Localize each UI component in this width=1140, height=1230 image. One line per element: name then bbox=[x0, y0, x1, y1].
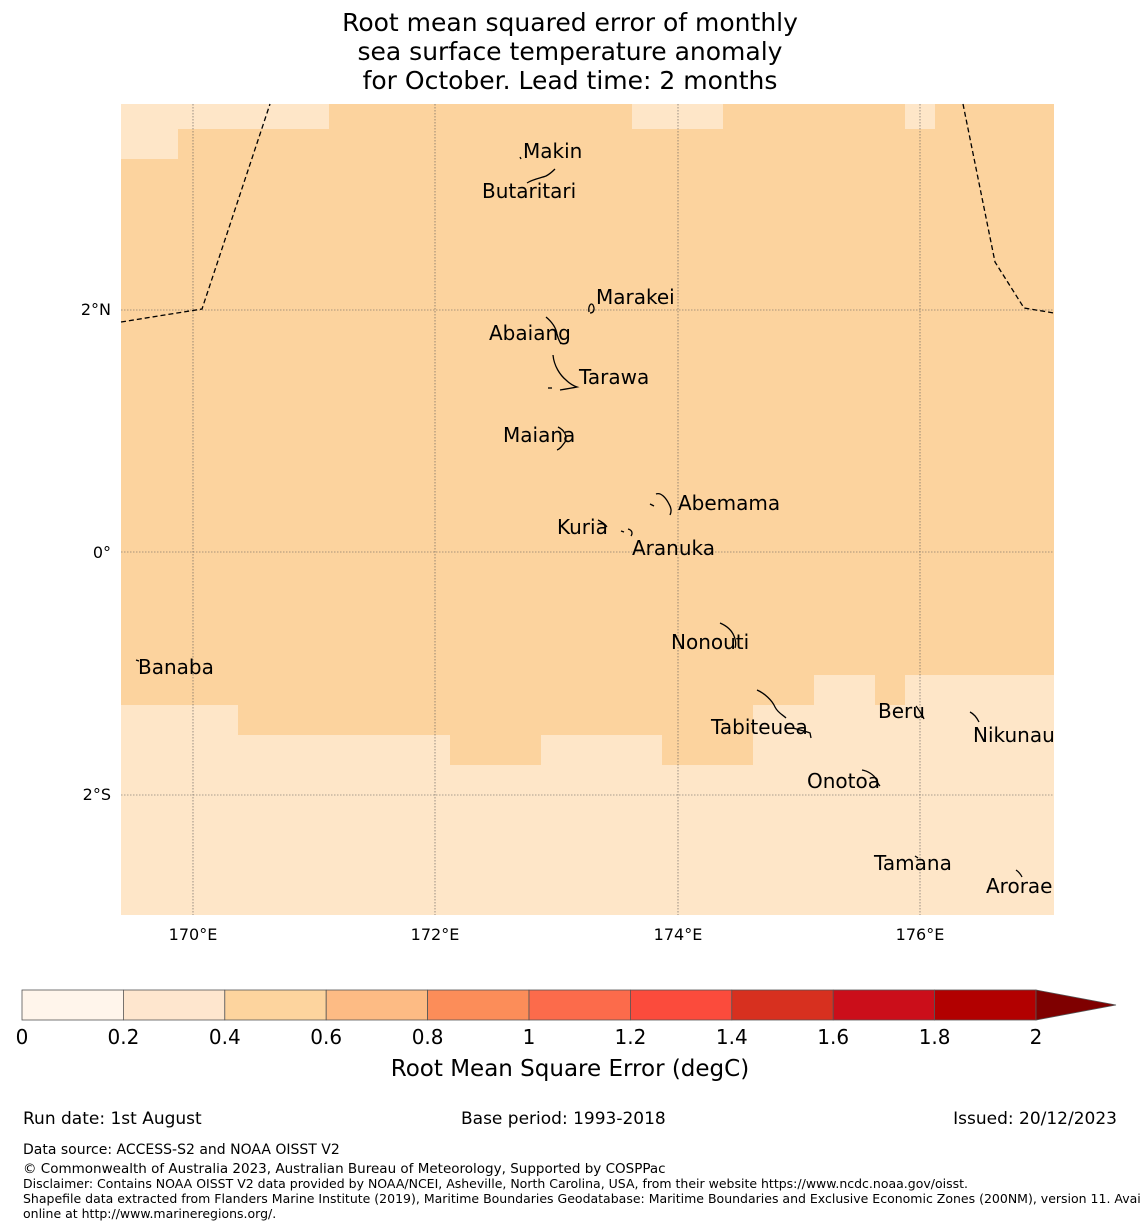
copyright-notice: © Commonwealth of Australia 2023, Austra… bbox=[23, 1161, 666, 1177]
title-line-1: Root mean squared error of monthly bbox=[342, 8, 798, 37]
latitude-labels: 2°N 0° 2°S bbox=[81, 300, 111, 804]
colorbar-segment bbox=[731, 989, 834, 1021]
colorbar-tick-label: 1.2 bbox=[614, 1025, 646, 1049]
graticule bbox=[121, 104, 1054, 915]
map-title: Root mean squared error of monthly sea s… bbox=[0, 8, 1140, 95]
island-label-aranuka: Aranuka bbox=[632, 536, 715, 560]
island-label-tamana: Tamana bbox=[873, 851, 952, 875]
lon-label-170e: 170°E bbox=[169, 925, 218, 944]
colorbar-tick-label: 0.8 bbox=[412, 1025, 444, 1049]
lat-label-2s: 2°S bbox=[83, 785, 111, 804]
title-line-3: for October. Lead time: 2 months bbox=[362, 66, 778, 95]
island-label-abemama: Abemama bbox=[678, 491, 780, 515]
island-label-arorae: Arorae bbox=[986, 874, 1052, 898]
island-label-butaritari: Butaritari bbox=[482, 179, 576, 203]
colorbar-segment bbox=[325, 989, 429, 1021]
colorbar-tick-labels: 0 0.2 0.4 0.6 0.8 1 1.2 1.4 1.6 1.8 2 bbox=[16, 1025, 1043, 1049]
run-date: Run date: 1st August bbox=[23, 1109, 202, 1129]
base-period: Base period: 1993-2018 bbox=[461, 1109, 666, 1129]
island-label-abaiang: Abaiang bbox=[489, 321, 571, 345]
issued-date: Issued: 20/12/2023 bbox=[953, 1109, 1117, 1129]
island-label-onotoa: Onotoa bbox=[807, 769, 880, 793]
colorbar-segment bbox=[528, 989, 631, 1021]
data-source: Data source: ACCESS-S2 and NOAA OISST V2 bbox=[23, 1142, 340, 1158]
lon-label-174e: 174°E bbox=[654, 925, 703, 944]
island-label-beru: Beru bbox=[878, 699, 925, 723]
colorbar-extend-arrow bbox=[1035, 989, 1117, 1021]
island-labels: Makin Butaritari Marakei Abaiang Tarawa … bbox=[138, 139, 1055, 898]
colorbar-tick-label: 0.4 bbox=[209, 1025, 241, 1049]
disclaimer: Disclaimer: Contains NOAA OISST V2 data … bbox=[23, 1176, 968, 1191]
island-label-tarawa: Tarawa bbox=[578, 365, 649, 389]
island-label-makin: Makin bbox=[523, 139, 582, 163]
colorbar-segment bbox=[21, 989, 124, 1021]
colorbar bbox=[21, 989, 1117, 1021]
island-label-tabiteuea: Tabiteuea bbox=[710, 715, 808, 739]
island-label-banaba: Banaba bbox=[138, 655, 214, 679]
lon-label-172e: 172°E bbox=[411, 925, 460, 944]
island-label-marakei: Marakei bbox=[596, 285, 675, 309]
colorbar-label: Root Mean Square Error (degC) bbox=[391, 1056, 749, 1082]
shapefile-credit-1: Shapefile data extracted from Flanders M… bbox=[23, 1191, 1140, 1206]
colorbar-segment bbox=[832, 989, 936, 1021]
colorbar-tick-label: 2 bbox=[1030, 1025, 1043, 1049]
colorbar-segment bbox=[224, 989, 327, 1021]
colorbar-tick-label: 0.2 bbox=[107, 1025, 139, 1049]
colorbar-tick-label: 0 bbox=[16, 1025, 29, 1049]
colorbar-tick-label: 1.8 bbox=[919, 1025, 951, 1049]
colorbar-tick-label: 1 bbox=[523, 1025, 536, 1049]
colorbar-tick-label: 0.6 bbox=[310, 1025, 342, 1049]
island-label-kuria: Kuria bbox=[557, 515, 608, 539]
colorbar-segment bbox=[123, 989, 226, 1021]
colorbar-segment bbox=[427, 989, 530, 1021]
lon-label-176e: 176°E bbox=[896, 925, 945, 944]
lat-label-0: 0° bbox=[93, 543, 111, 562]
island-outlines bbox=[135, 156, 1023, 878]
colorbar-segment bbox=[630, 989, 733, 1021]
longitude-labels: 170°E 172°E 174°E 176°E bbox=[169, 925, 945, 944]
title-line-2: sea surface temperature anomaly bbox=[357, 37, 783, 66]
colorbar-tick-label: 1.6 bbox=[817, 1025, 849, 1049]
island-label-nonouti: Nonouti bbox=[671, 630, 749, 654]
colorbar-tick-label: 1.4 bbox=[716, 1025, 748, 1049]
shapefile-credit-2: online at http://www.marineregions.org/. bbox=[23, 1206, 277, 1221]
island-label-nikunau: Nikunau bbox=[973, 723, 1055, 747]
eez-boundary bbox=[120, 103, 1055, 323]
island-label-maiana: Maiana bbox=[503, 423, 575, 447]
colorbar-segment bbox=[934, 989, 1037, 1021]
lat-label-2n: 2°N bbox=[81, 300, 111, 319]
